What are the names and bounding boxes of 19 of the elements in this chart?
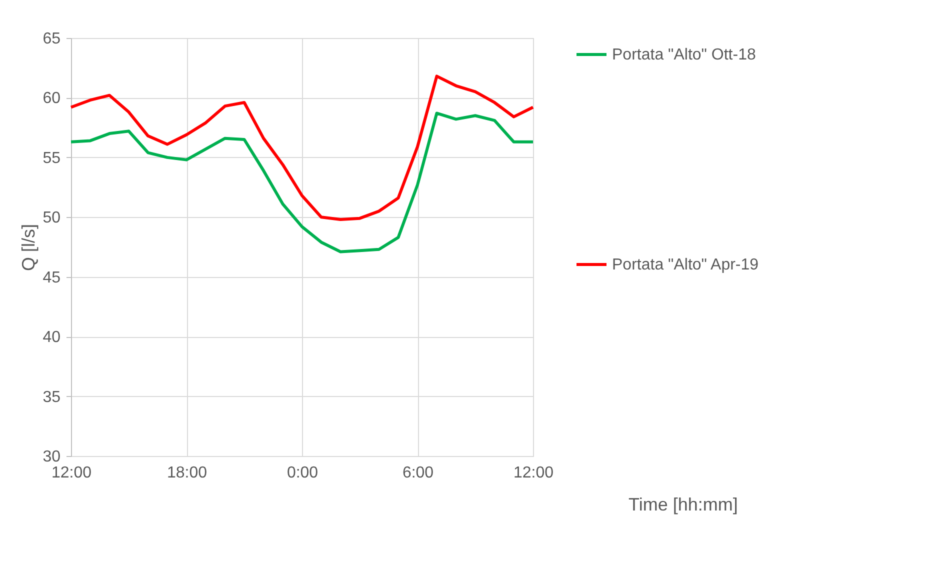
x-tick-label: 0:00 [286, 464, 318, 482]
y-tick-label: 40 [42, 329, 61, 346]
x-tick-label: 12:00 [513, 464, 554, 482]
line-series [70, 112, 534, 254]
line-series [70, 74, 534, 222]
legend-label: Portata "Alto" Apr-19 [612, 256, 759, 274]
y-tick-label: 45 [42, 269, 61, 286]
legend-label: Portata "Alto" Ott-18 [612, 46, 756, 64]
x-axis-title: Time [hh:mm] [628, 494, 738, 514]
y-tick-label: 55 [42, 150, 61, 167]
y-tick-label: 60 [42, 90, 61, 108]
x-tick-label: 12:00 [51, 464, 92, 482]
y-tick-label: 50 [42, 210, 61, 227]
y-tick-label: 30 [42, 448, 61, 466]
x-tick-label: 18:00 [166, 464, 208, 482]
x-tick-label: 6:00 [402, 464, 434, 482]
y-tick-label: 35 [42, 388, 61, 406]
y-tick-label: 65 [42, 30, 61, 48]
y-axis-title: Q [l/s] [18, 224, 39, 272]
